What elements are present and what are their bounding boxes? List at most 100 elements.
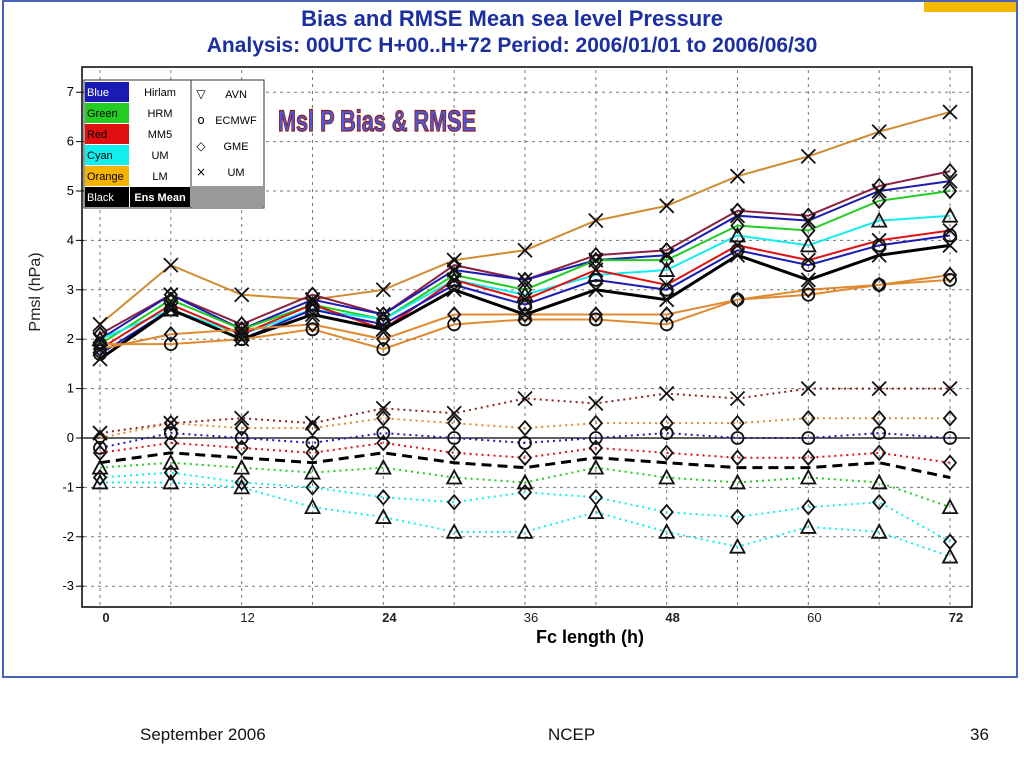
marker-cross [588, 213, 604, 229]
legend-marker-model: ECMWF [215, 115, 257, 127]
marker-cross-stroke [588, 395, 604, 412]
marker-diamond [801, 449, 816, 467]
marker-triangle [233, 458, 251, 475]
marker-diamond [446, 266, 462, 284]
marker-cross [163, 415, 179, 431]
marker-diamond [730, 217, 745, 234]
marker-diamond [871, 276, 887, 294]
marker-diamond [163, 291, 179, 309]
marker-diamond [376, 311, 391, 328]
legend-marker-triangle-icon: ▽ [196, 87, 206, 101]
marker-cross-stroke [800, 148, 816, 165]
marker-circle [163, 426, 178, 440]
marker-diamond [871, 493, 887, 511]
marker-diamond [588, 306, 604, 323]
legend-color-swatch [85, 103, 129, 123]
chart-title: Msl P Bias & RMSE [278, 105, 476, 138]
legend-marker-model: UM [227, 167, 244, 179]
y-tick-label: 1 [67, 381, 74, 396]
marker-triangle [374, 458, 392, 475]
y-axis-label: Pmsl (hPa) [27, 252, 44, 331]
marker-diamond [942, 533, 958, 551]
marker-cross [375, 282, 391, 298]
marker-cross [942, 173, 958, 189]
marker-triangle [374, 508, 392, 524]
marker-cross-stroke [234, 410, 250, 426]
marker-cross [588, 395, 604, 412]
marker-cross-stroke [659, 292, 675, 308]
legend-color-name: Orange [87, 171, 124, 183]
marker-diamond [588, 439, 604, 457]
marker-triangle [799, 468, 817, 485]
marker-diamond [942, 162, 958, 180]
marker-triangle [941, 498, 959, 515]
marker-diamond [588, 488, 604, 506]
x-tick-label: 12 [240, 610, 254, 625]
marker-cross-stroke [375, 400, 391, 416]
marker-triangle [516, 522, 534, 539]
marker-diamond [234, 320, 249, 338]
legend-model-name: Ens Mean [134, 192, 186, 204]
marker-diamond [92, 469, 108, 486]
marker-cross [375, 321, 391, 337]
marker-circle [730, 431, 745, 445]
legend-color-swatch [85, 124, 129, 144]
legend-color-swatch [85, 187, 129, 207]
marker-diamond [234, 439, 249, 457]
marker-triangle [303, 498, 322, 515]
marker-cross-stroke [871, 380, 887, 397]
marker-diamond [234, 474, 249, 491]
marker-circle [376, 426, 391, 440]
marker-cross-stroke [871, 124, 887, 140]
marker-diamond [659, 444, 674, 462]
marker-cross-stroke [163, 257, 179, 273]
marker-diamond [234, 419, 249, 437]
marker-cross [871, 183, 887, 199]
marker-triangle [91, 473, 109, 490]
marker-cross-stroke [588, 282, 604, 298]
marker-diamond [942, 409, 958, 427]
marker-diamond [517, 419, 533, 437]
marker-diamond [659, 251, 674, 269]
marker-cross [92, 316, 108, 333]
marker-circle [234, 332, 249, 347]
marker-circle [943, 228, 957, 243]
x-tick-label: 0 [102, 610, 109, 625]
marker-triangle [587, 503, 605, 519]
marker-diamond [92, 340, 108, 358]
marker-cross-stroke [375, 282, 391, 298]
marker-circle [943, 273, 957, 287]
marker-diamond [517, 483, 533, 501]
marker-triangle [870, 211, 888, 228]
marker-cross-stroke [659, 385, 675, 402]
marker-cross-stroke [942, 173, 958, 189]
marker-cross [800, 148, 816, 165]
marker-cross-stroke [304, 306, 321, 323]
marker-triangle [516, 473, 534, 490]
legend-marker-model: GME [223, 141, 248, 153]
marker-circle [518, 436, 532, 450]
marker-diamond [376, 409, 391, 427]
marker-triangle [799, 518, 817, 534]
marker-cross [800, 252, 816, 268]
marker-diamond [446, 493, 462, 511]
marker-diamond [871, 192, 887, 210]
marker-diamond [446, 414, 462, 432]
marker-diamond [376, 306, 391, 323]
legend-color-swatch [85, 145, 129, 165]
x-tick-label: 36 [524, 610, 538, 625]
marker-cross [163, 296, 179, 313]
marker-circle [943, 431, 957, 445]
y-tick-label: 0 [67, 430, 74, 445]
legend-marker-cross-icon: × [196, 165, 206, 179]
marker-cross-stroke [163, 301, 179, 318]
marker-cross-stroke [871, 232, 887, 249]
marker-triangle [162, 453, 180, 470]
marker-cross-stroke [729, 247, 746, 263]
legend-color-swatch [85, 166, 129, 186]
marker-diamond [942, 182, 958, 200]
marker-diamond [801, 281, 816, 299]
marker-diamond [942, 266, 958, 284]
legend-color-name: Blue [87, 87, 109, 99]
legend: Blue Hirlam Green HRM Red MM5 Cyan UM Orange LM Bl… [83, 79, 265, 209]
